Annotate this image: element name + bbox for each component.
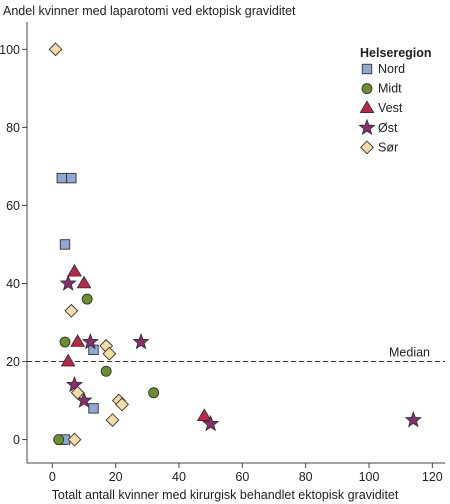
y-tick-label: 40 (6, 277, 20, 291)
point-øst (59, 274, 77, 291)
legend-label: Midt (378, 82, 402, 96)
point-vest (70, 334, 86, 347)
legend-label: Sør (378, 140, 398, 154)
x-axis-label: Totalt antall kvinner med kirurgisk beha… (52, 488, 399, 502)
legend: Helseregion Nord Midt Vest Øst Sør (358, 46, 432, 155)
x-tick-label: 60 (235, 470, 249, 484)
point-sør (105, 413, 120, 428)
legend-title: Helseregion (360, 46, 432, 60)
y-tick-label: 60 (6, 199, 20, 213)
median-label: Median (389, 346, 430, 360)
y-tick-label: 100 (0, 43, 20, 57)
point-øst (404, 410, 422, 428)
x-tick-label: 20 (109, 470, 123, 484)
point-øst (65, 375, 84, 393)
point-vest (196, 408, 212, 421)
point-nord (88, 403, 99, 414)
y-tick-label: 0 (13, 433, 20, 447)
point-vest (76, 275, 92, 289)
point-nord (66, 172, 77, 184)
point-nord (56, 172, 68, 184)
legend-label: Vest (378, 101, 403, 115)
point-sør (67, 432, 82, 447)
point-øst (202, 414, 220, 432)
point-øst (81, 332, 99, 350)
legend-marker-vest (359, 100, 375, 113)
point-vest (67, 263, 82, 277)
x-tick-label: 80 (299, 470, 313, 484)
legend-marker-øst (358, 118, 376, 136)
point-nord (59, 239, 71, 250)
point-vest (60, 353, 76, 367)
point-midt (53, 434, 65, 446)
point-sør (48, 42, 63, 57)
x-tick-label: 0 (49, 470, 56, 484)
point-midt (148, 387, 160, 399)
x-tick-label: 120 (422, 470, 443, 484)
point-midt (81, 293, 93, 305)
point-sør (64, 303, 79, 318)
x-tick-label: 100 (359, 470, 380, 484)
point-midt (100, 365, 112, 377)
y-axis-label: Andel kvinner med laparotomi ved ektopis… (3, 4, 296, 18)
legend-label: Nord (378, 62, 405, 76)
point-sør (102, 346, 117, 361)
legend-marker-sør (360, 140, 374, 155)
point-sør (115, 397, 129, 412)
x-tick-label: 40 (172, 470, 186, 484)
legend-label: Øst (378, 121, 398, 135)
point-øst (132, 332, 150, 350)
legend-marker-midt (361, 83, 373, 95)
axis-ticks: 0 20 40 60 80 100 120 0 20 40 60 80 100 (0, 43, 443, 484)
y-tick-label: 20 (6, 355, 20, 369)
point-sør (70, 385, 85, 400)
point-midt (59, 336, 71, 348)
data-points (48, 42, 422, 447)
y-tick-label: 80 (6, 121, 20, 135)
legend-marker-nord (361, 63, 373, 75)
